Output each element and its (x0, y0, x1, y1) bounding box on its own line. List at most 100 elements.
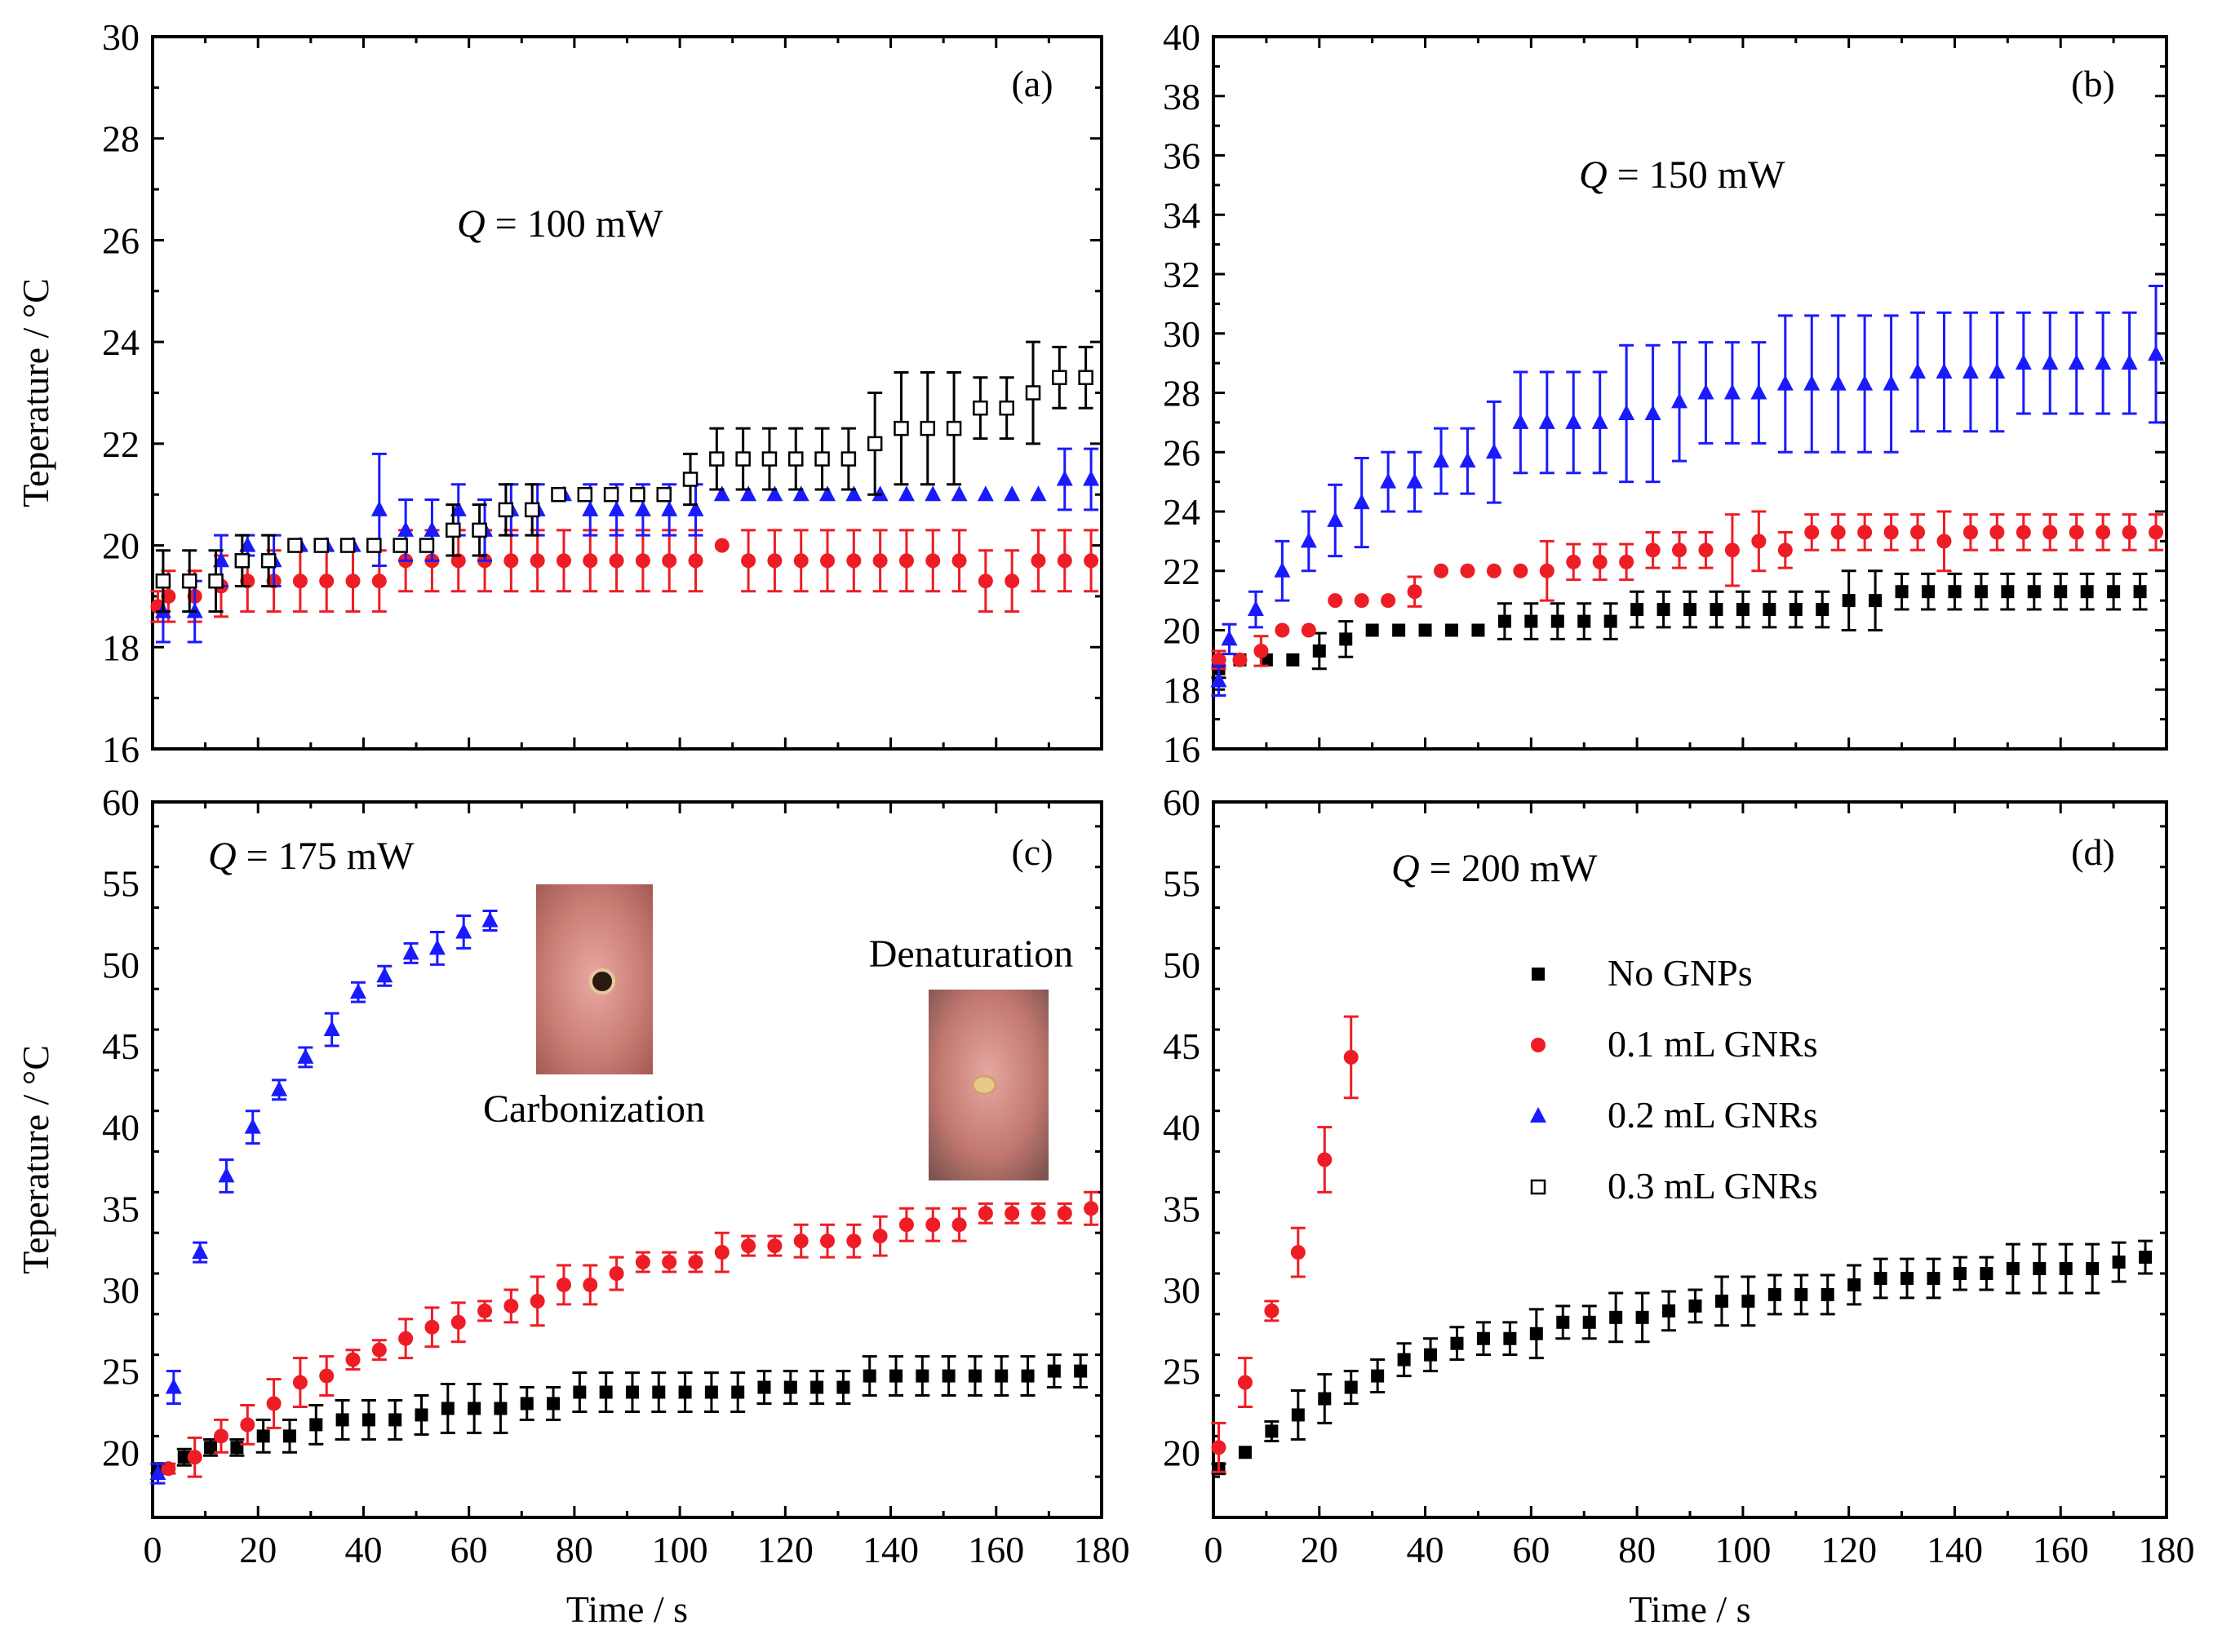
panel-b: 16 18 20 22 24 26 28 30 32 34 36 38 40 (b) Q = 150 mW (1163, 16, 2168, 770)
data-point (688, 553, 703, 569)
data-point (1513, 563, 1528, 578)
data-point (1301, 622, 1316, 638)
data-point (498, 502, 514, 518)
data-point (820, 553, 836, 569)
data-point (1343, 1049, 1359, 1065)
data-point (630, 486, 645, 503)
data-point (1741, 1294, 1755, 1308)
data-point (1829, 374, 1847, 391)
data-point (867, 436, 883, 452)
data-point (230, 1441, 244, 1455)
data-point (415, 1408, 428, 1422)
series-none (1211, 569, 2148, 680)
y-tick-label: 16 (1163, 729, 1200, 770)
power-annotation: Q = 150 mW (1579, 153, 1785, 197)
data-point (1989, 525, 2005, 540)
data-point (556, 1277, 571, 1292)
data-point (1057, 553, 1072, 569)
x-tick-label: 60 (450, 1529, 488, 1570)
panel-label: (a) (1011, 63, 1053, 104)
legend-marker (1530, 1107, 1546, 1123)
data-point (1471, 623, 1485, 637)
y-tick-label: 38 (1163, 76, 1200, 117)
data-point (271, 1080, 288, 1096)
y-tick-label: 35 (102, 1188, 140, 1229)
data-point (428, 939, 446, 955)
data-point (819, 485, 836, 502)
data-point (951, 485, 968, 502)
data-point (1804, 525, 1820, 540)
data-point (1406, 472, 1423, 489)
data-point (820, 1233, 836, 1249)
x-tick-label: 40 (344, 1529, 382, 1570)
data-point (1300, 532, 1317, 548)
data-point (1603, 614, 1617, 628)
y-tick-label: 32 (1163, 254, 1200, 295)
data-point (155, 573, 171, 589)
data-point (1763, 603, 1776, 617)
data-point (450, 1314, 466, 1330)
y-tick-label: 45 (1163, 1025, 1200, 1067)
data-point (741, 1238, 756, 1254)
data-point (1750, 383, 1767, 400)
power-annotation: Q = 100 mW (457, 202, 663, 246)
data-point (978, 1206, 993, 1221)
y-tick-label: 55 (102, 863, 140, 905)
data-point (1004, 485, 1021, 502)
carbonization-label: Carbonization (483, 1087, 705, 1131)
data-point (792, 485, 809, 502)
data-point (388, 1413, 402, 1427)
data-point (1057, 1206, 1072, 1221)
data-point (424, 520, 441, 537)
series-g02 (149, 910, 499, 1485)
data-point (2001, 585, 2015, 599)
data-point (1710, 603, 1723, 617)
data-point (1592, 554, 1608, 569)
data-point (319, 574, 335, 589)
data-point (1380, 472, 1397, 489)
data-point (714, 538, 730, 553)
data-point (1963, 525, 1978, 540)
data-point (925, 1217, 941, 1233)
data-point (402, 944, 419, 960)
power-annotation: Q = 175 mW (208, 835, 415, 878)
data-point (1512, 413, 1529, 429)
data-point (814, 451, 830, 467)
y-tick-label: 40 (1163, 1107, 1200, 1149)
data-point (1697, 383, 1714, 400)
y-tick-label: 18 (1163, 669, 1200, 711)
data-point (1635, 1310, 1649, 1324)
data-point (951, 1217, 967, 1233)
data-point (1980, 1267, 1994, 1281)
data-point (1318, 1392, 1332, 1406)
data-point (1434, 563, 1449, 578)
data-point (371, 1342, 387, 1357)
data-point (1344, 1380, 1358, 1394)
y-tick-label: 34 (1163, 194, 1200, 236)
data-point (481, 911, 499, 928)
data-point (1714, 1294, 1728, 1308)
data-point (1486, 563, 1501, 578)
data-point (920, 420, 936, 436)
data-point (323, 1021, 340, 1037)
data-point (1989, 363, 2006, 379)
data-point (494, 1402, 508, 1415)
data-point (520, 1397, 534, 1411)
data-point (1922, 585, 1935, 599)
data-point (1253, 643, 1269, 658)
x-tick-label: 20 (1301, 1529, 1338, 1570)
data-point (609, 1266, 624, 1282)
data-point (339, 538, 356, 553)
data-point (1450, 1336, 1464, 1350)
data-point (1645, 543, 1661, 558)
data-point (946, 420, 962, 436)
legend-item: 0.2 mL GNRs (1530, 1094, 1818, 1136)
legend-item: No GNPs (1532, 952, 1753, 994)
series-g01 (1211, 1015, 1359, 1473)
data-point (661, 500, 678, 516)
y-tick-label: 20 (1163, 1432, 1200, 1473)
data-point (1556, 1315, 1570, 1329)
data-point (1767, 1287, 1781, 1301)
data-point (735, 451, 751, 467)
data-point (1247, 600, 1264, 617)
